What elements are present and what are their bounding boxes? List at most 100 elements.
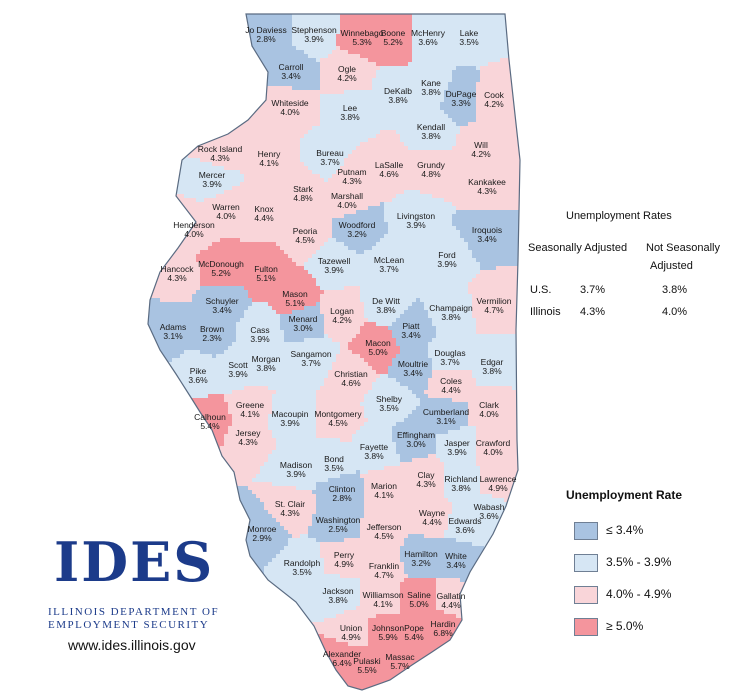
county-region-cell: [368, 146, 373, 151]
county-region-cell: [268, 90, 273, 95]
county-region-cell: [352, 26, 357, 31]
county-region-cell: [308, 154, 313, 159]
county-region-cell: [500, 118, 505, 123]
county-region-cell: [484, 166, 489, 171]
county-region-cell: [372, 178, 377, 183]
county-region-cell: [220, 90, 225, 95]
county-region-cell: [264, 190, 269, 195]
county-region-cell: [452, 94, 457, 99]
county-region-cell: [248, 22, 253, 27]
county-region-cell: [152, 210, 157, 215]
county-region-cell: [148, 86, 149, 91]
county-region-cell: [428, 58, 433, 63]
county-region-cell: [164, 170, 169, 175]
county-region-cell: [372, 18, 377, 23]
county-region-cell: [484, 110, 489, 115]
county-region-cell: [276, 206, 281, 211]
county-region-cell: [308, 174, 313, 179]
county-region-cell: [432, 46, 437, 51]
county-region-cell: [328, 170, 333, 175]
county-region-cell: [160, 166, 165, 171]
county-region-cell: [204, 190, 209, 195]
county-region-cell: [156, 106, 161, 111]
county-region-cell: [196, 114, 201, 119]
county-region-cell: [384, 86, 389, 91]
county-region-cell: [500, 110, 505, 115]
county-region-cell: [404, 162, 409, 167]
county-region-cell: [176, 210, 181, 215]
county-region-cell: [432, 146, 437, 151]
county-region-cell: [260, 50, 265, 55]
county-region-cell: [412, 34, 417, 39]
county-region-cell: [208, 118, 213, 123]
county-region-cell: [272, 142, 277, 147]
county-region-cell: [404, 194, 409, 199]
county-region-cell: [484, 94, 489, 99]
county-region-cell: [228, 34, 233, 39]
county-region-cell: [392, 122, 397, 127]
county-region-cell: [168, 218, 173, 223]
county-region-cell: [452, 194, 457, 199]
county-region-cell: [328, 70, 333, 75]
county-region-cell: [380, 130, 385, 135]
county-region-cell: [504, 166, 509, 171]
county-region-cell: [340, 134, 345, 139]
county-region-cell: [304, 50, 309, 55]
county-region-cell: [396, 74, 401, 79]
county-region-cell: [244, 162, 249, 167]
county-region-cell: [520, 54, 525, 59]
county-region-cell: [424, 62, 429, 67]
county-region-cell: [212, 74, 217, 79]
county-region-cell: [172, 122, 177, 127]
county-region-cell: [200, 134, 205, 139]
county-region-cell: [516, 194, 520, 199]
county-region-cell: [508, 122, 513, 127]
county-region-cell: [520, 78, 525, 83]
county-region-cell: [204, 102, 209, 107]
county-region-cell: [364, 42, 369, 47]
county-region-cell: [332, 202, 337, 207]
county-region-cell: [428, 46, 433, 51]
county-region-cell: [464, 210, 469, 215]
county-region-cell: [452, 162, 457, 167]
county-region-cell: [504, 170, 509, 175]
county-region-cell: [308, 102, 313, 107]
county-region-cell: [352, 74, 357, 79]
county-region-cell: [464, 82, 469, 87]
county-region-cell: [356, 158, 361, 163]
county-region-cell: [252, 66, 257, 71]
county-region-cell: [212, 26, 217, 31]
county-region-cell: [320, 110, 325, 115]
county-region-cell: [244, 42, 249, 47]
county-region-cell: [464, 118, 469, 123]
county-region-cell: [416, 102, 421, 107]
county-region-cell: [192, 106, 197, 111]
county-region-cell: [324, 130, 329, 135]
county-region-cell: [520, 18, 525, 23]
county-region-cell: [504, 134, 509, 139]
county-region-cell: [260, 110, 265, 115]
county-region-cell: [388, 150, 393, 155]
county-region-cell: [372, 62, 377, 67]
county-region-cell: [160, 94, 165, 99]
county-region-cell: [280, 26, 285, 31]
county-region-cell: [472, 94, 477, 99]
county-region-cell: [512, 162, 517, 167]
county-region-cell: [368, 206, 373, 211]
county-region-cell: [164, 214, 169, 219]
county-region-cell: [396, 138, 401, 143]
county-region-cell: [160, 154, 165, 159]
county-region-cell: [204, 126, 209, 131]
county-region-cell: [260, 22, 265, 27]
county-region-cell: [272, 46, 277, 51]
county-region-cell: [500, 50, 505, 55]
county-region-cell: [336, 38, 341, 43]
county-region-cell: [376, 122, 381, 127]
county-region-cell: [476, 162, 481, 167]
county-region-cell: [204, 86, 209, 91]
county-region-cell: [232, 178, 237, 183]
county-region-cell: [304, 66, 309, 71]
county-region-cell: [500, 166, 505, 171]
county-region-cell: [216, 130, 221, 135]
county-region-cell: [284, 66, 289, 71]
